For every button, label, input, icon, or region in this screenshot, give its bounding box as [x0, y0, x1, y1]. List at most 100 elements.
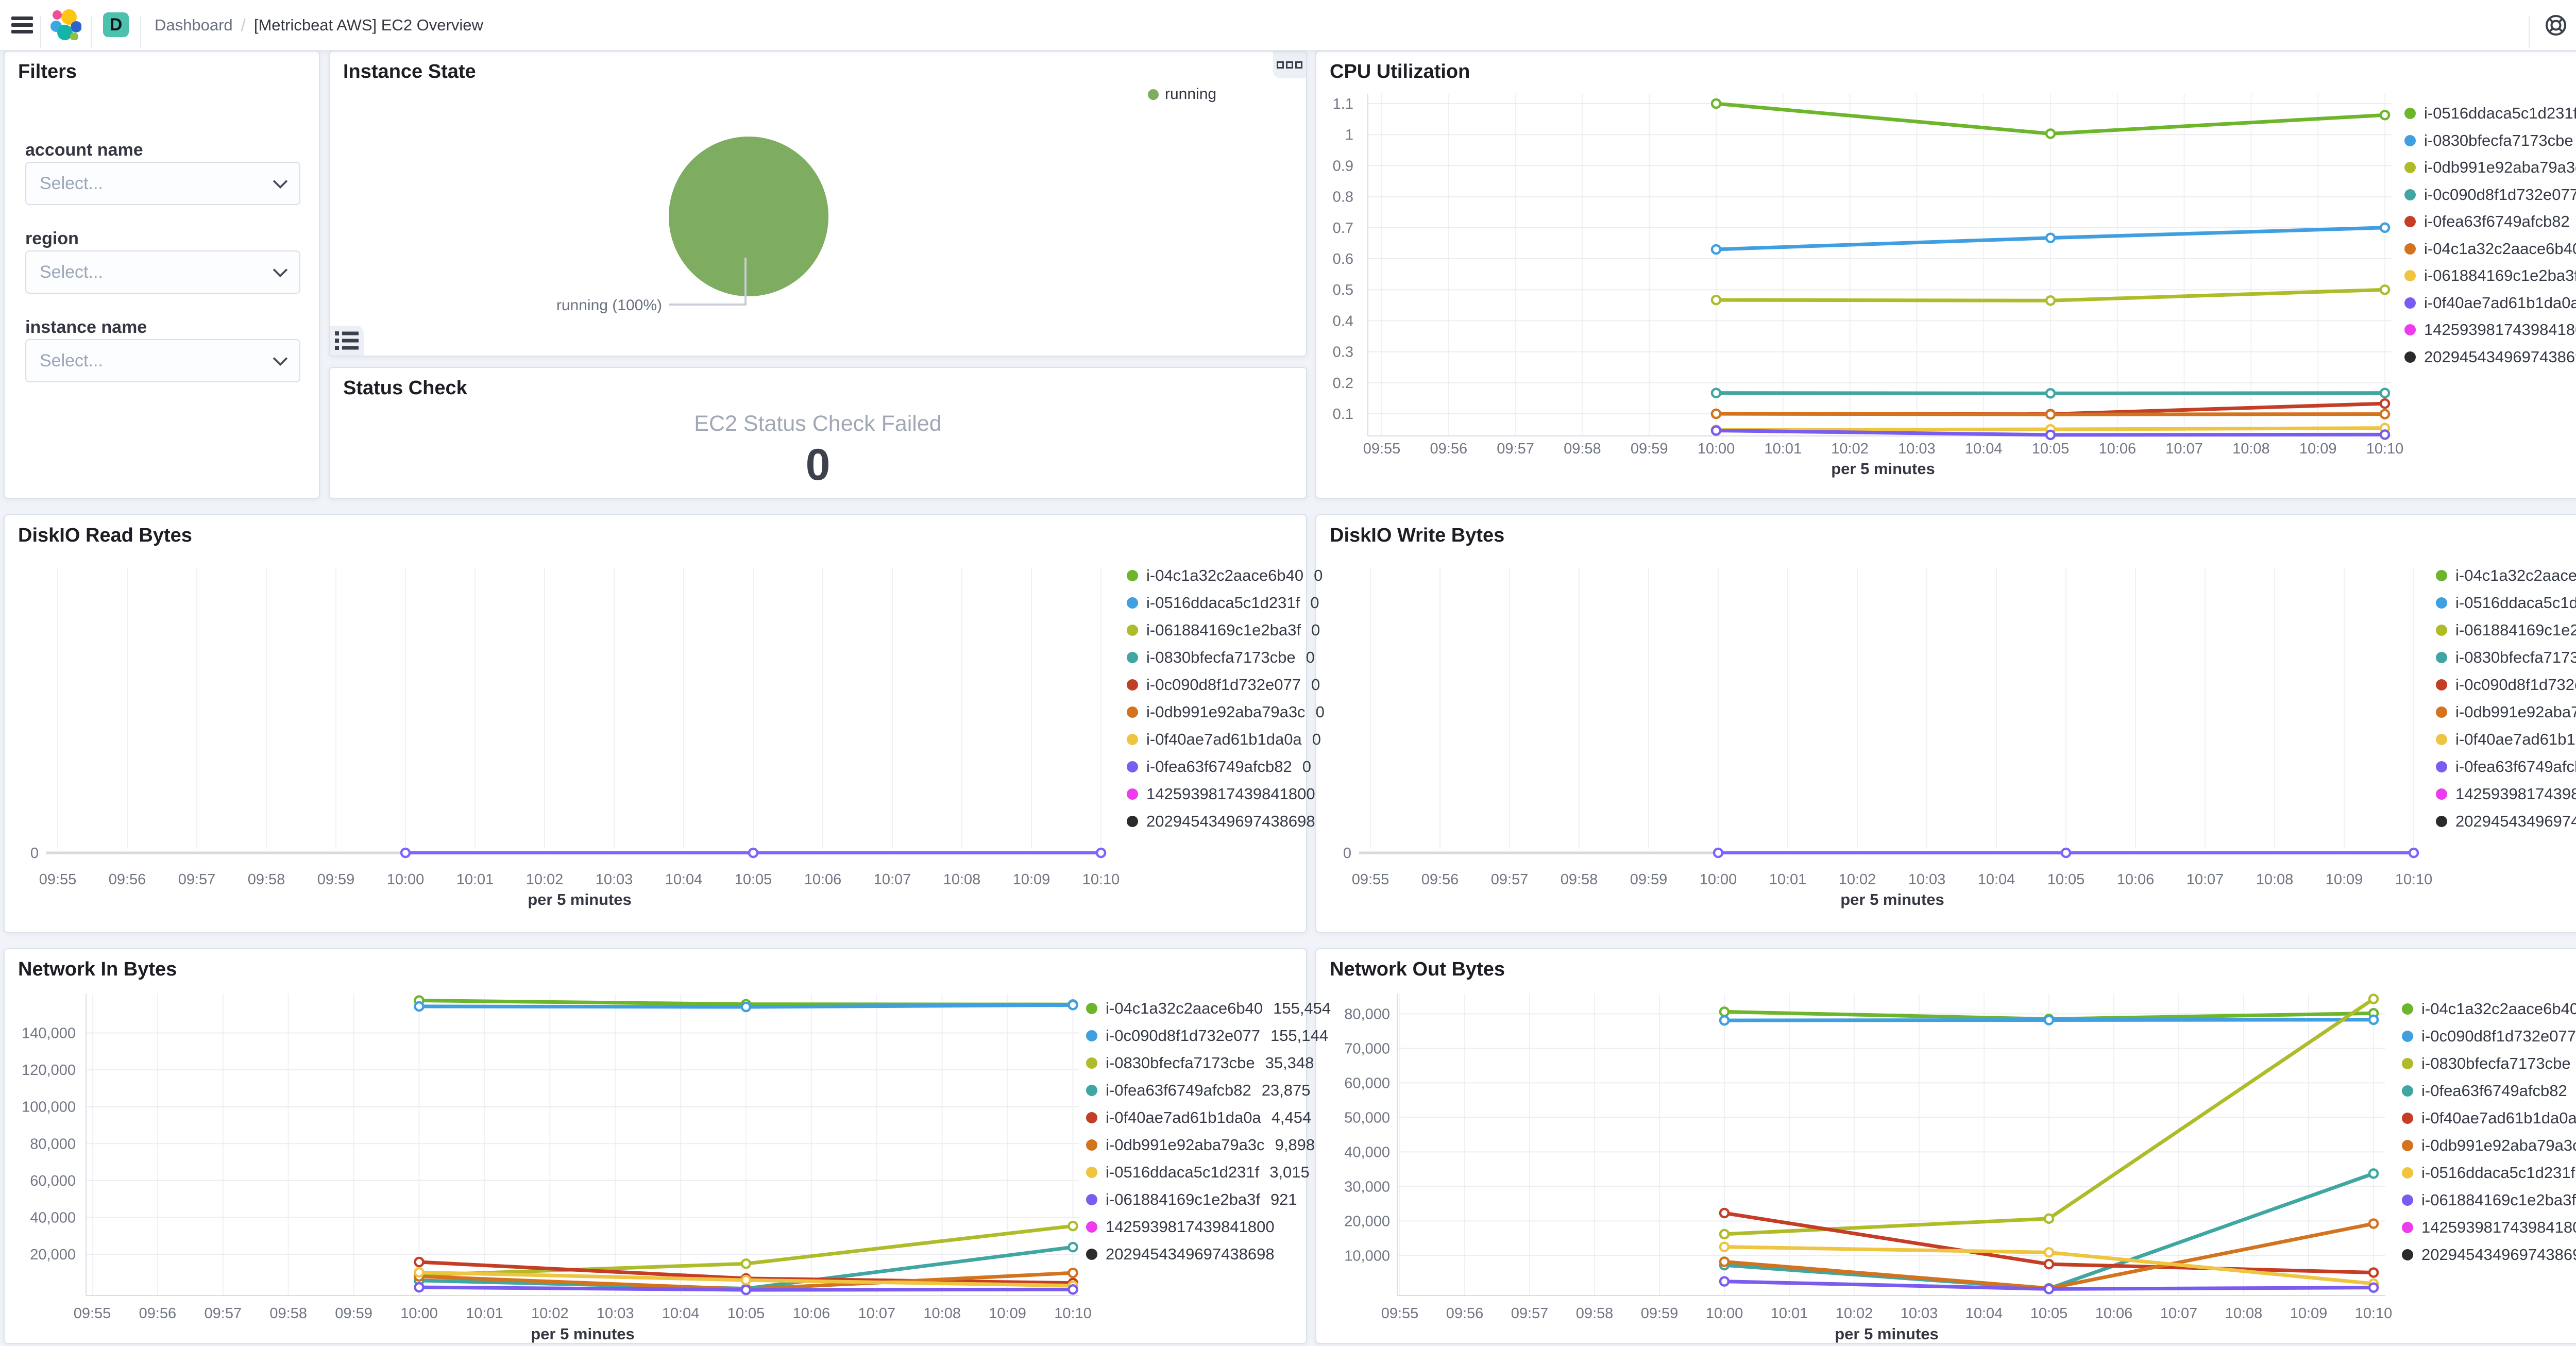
svg-text:10:10: 10:10 — [2355, 1305, 2393, 1322]
svg-text:0: 0 — [30, 845, 39, 862]
legend-item[interactable]: i-0db991e92aba79a3c 9,898 — [1086, 1132, 1315, 1159]
svg-text:0.7: 0.7 — [1333, 220, 1353, 237]
legend-item[interactable]: i-04c1a32c2aace6b40 155,454 — [1086, 995, 1331, 1022]
legend-item[interactable]: 1425939817439841800 — [2436, 781, 2576, 808]
svg-text:50,000: 50,000 — [1344, 1109, 1390, 1126]
legend-item[interactable]: i-061884169c1e2ba3f710 — [2402, 1187, 2576, 1214]
svg-text:10:01: 10:01 — [1771, 1305, 1808, 1322]
space-badge[interactable]: D — [103, 12, 129, 37]
network-out-title: Network Out Bytes — [1330, 958, 1505, 980]
legend-toggle-button[interactable] — [330, 326, 364, 356]
legend-item[interactable]: i-0f40ae7ad61b1da0a 4,454 — [1086, 1104, 1311, 1132]
elastic-logo[interactable] — [50, 9, 81, 40]
page-title: [Metricbeat AWS] EC2 Overview — [253, 15, 483, 34]
legend-item[interactable]: 2029454349697438698 — [2404, 343, 2576, 371]
legend-label: i-0516ddaca5c1d231f — [2424, 104, 2576, 122]
legend-item[interactable]: i-0fea63f6749afcb8233,741 — [2402, 1078, 2576, 1105]
instance-name-select[interactable]: Select... — [25, 339, 300, 382]
breadcrumb-dashboard-link[interactable]: Dashboard — [155, 15, 233, 34]
region-label: region — [25, 229, 79, 248]
svg-text:0.8: 0.8 — [1333, 189, 1353, 206]
legend-label: i-04c1a32c2aace6b40 — [2421, 1000, 2576, 1018]
legend-item[interactable]: i-0830bfecfa7173cbe84,322 — [2402, 1050, 2576, 1078]
legend-item[interactable]: i-0fea63f6749afcb82 23,875 — [1086, 1077, 1311, 1104]
svg-text:0.3: 0.3 — [1333, 344, 1353, 361]
legend-item[interactable]: 2029454349697438698 — [1086, 1241, 1289, 1268]
cpu-chart[interactable]: 09:55 09:56 09:57 09:58 09:59 10:00 10:01 10:02… — [1316, 52, 2576, 500]
legend-item[interactable]: i-0516ddaca5c1d231f1.063 — [2404, 100, 2576, 127]
top-navigation-bar: D Dashboard / [Metricbeat AWS] EC2 Overv… — [0, 0, 2576, 51]
legend-label: i-04c1a32c2aace6b40 — [2455, 566, 2576, 584]
legend-item[interactable]: i-0c090d8f1d732e07778,288 — [2402, 1023, 2576, 1050]
legend-label: i-0830bfecfa7173cbe — [2421, 1054, 2571, 1072]
menu-icon[interactable] — [11, 16, 34, 34]
panel-menu-button[interactable] — [1273, 52, 1306, 78]
svg-text:10:07: 10:07 — [2160, 1305, 2198, 1322]
svg-text:10:07: 10:07 — [858, 1305, 896, 1322]
svg-text:10,000: 10,000 — [1344, 1248, 1390, 1264]
legend-item[interactable]: i-0516ddaca5c1d231f1,847 — [2402, 1159, 2576, 1187]
legend-color-dot — [2404, 324, 2416, 335]
legend-item[interactable]: i-04c1a32c2aace6b4080,166 — [2402, 996, 2576, 1023]
svg-text:40,000: 40,000 — [30, 1209, 76, 1226]
legend-label: i-0516ddaca5c1d231f — [1106, 1163, 1260, 1181]
legend-item[interactable]: i-061884169c1e2ba3f 921 — [1086, 1186, 1297, 1214]
diskio_write-chart[interactable]: 09:55 09:56 09:57 09:58 09:59 10:00 10:01 10:02… — [1316, 515, 2576, 934]
help-icon[interactable] — [2544, 13, 2568, 37]
legend-item[interactable]: 1425939817439841800 — [1086, 1214, 1289, 1241]
legend-value: 0 — [1302, 758, 1311, 776]
legend-item[interactable]: i-0f40ae7ad61b1da0a5,054 — [2402, 1105, 2576, 1132]
legend-item[interactable]: 1425939817439841800 — [2404, 316, 2576, 344]
region-select[interactable]: Select... — [25, 250, 300, 294]
legend-color-dot — [2402, 1113, 2413, 1124]
svg-text:10:03: 10:03 — [1898, 441, 1936, 457]
legend-color-dot — [1086, 1085, 1097, 1096]
legend-color-dot — [1086, 1112, 1097, 1123]
legend-item[interactable]: 2029454349697438698 — [1127, 808, 1315, 835]
chevron-down-icon — [273, 268, 288, 278]
legend-item[interactable]: 2029454349697438698 — [2436, 808, 2576, 835]
legend-color-dot — [2436, 597, 2447, 609]
network_out-chart[interactable]: 09:55 09:56 09:57 09:58 09:59 10:00 10:01 10:02… — [1316, 949, 2576, 1345]
legend-color-dot — [1086, 1030, 1097, 1041]
legend-item[interactable]: 1425939817439841800 — [2402, 1214, 2576, 1241]
legend-item[interactable]: 1425939817439841800 — [1127, 781, 1315, 808]
instance-state-pie[interactable]: running (100%) — [330, 52, 1308, 358]
legend-color-dot — [2404, 189, 2416, 200]
svg-text:09:57: 09:57 — [1497, 441, 1534, 457]
network_in-chart[interactable]: 09:55 09:56 09:57 09:58 09:59 10:00 10:01 10:02… — [5, 949, 1308, 1345]
svg-text:09:55: 09:55 — [74, 1305, 111, 1322]
account-name-select[interactable]: Select... — [25, 162, 300, 205]
legend-item[interactable]: i-0516ddaca5c1d231f 3,015 — [1086, 1159, 1310, 1186]
pie-legend-item[interactable]: running — [1148, 86, 1216, 103]
legend-item[interactable]: i-0830bfecfa7173cbe 35,348 — [1086, 1050, 1314, 1077]
legend-item[interactable]: i-0c090d8f1d732e077 155,144 — [1086, 1022, 1328, 1050]
legend-item[interactable]: 2029454349697438698 — [2402, 1241, 2576, 1269]
chart-legend: i-04c1a32c2aace6b400i-0516ddaca5c1d231f0… — [2436, 562, 2576, 835]
diskio_read-chart[interactable]: 09:55 09:56 09:57 09:58 09:59 10:00 10:01 10:02… — [5, 515, 1308, 934]
legend-item[interactable]: i-0db991e92aba79a3c19,231 — [2402, 1132, 2576, 1159]
